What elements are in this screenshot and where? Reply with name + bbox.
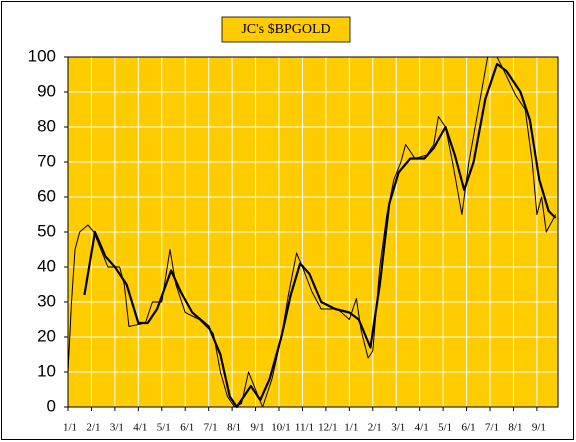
- y-tick-label: 70: [37, 151, 56, 170]
- plot-frame: [67, 56, 559, 408]
- x-tick-label: 2/1: [368, 422, 382, 434]
- y-tick-label: 10: [37, 361, 56, 380]
- y-tick-label: 20: [37, 326, 56, 345]
- plot-area: 0 10 20 30 40 50 60 70 80 90 100 1/1 2/1 3/1 4/1 5/1 6/1…: [28, 46, 559, 434]
- x-tick-label: 11/1: [295, 422, 314, 434]
- y-tick-label: 40: [37, 256, 56, 275]
- x-tick-label: 10/1: [271, 422, 291, 434]
- y-tick-label: 30: [37, 291, 56, 310]
- x-tick-label: 9/1: [251, 422, 265, 434]
- data-line: [83, 62, 557, 409]
- y-tick-label: 90: [37, 81, 56, 100]
- x-tick-label: 3/1: [110, 422, 124, 434]
- chart-title: JC's $BPGOLD: [241, 22, 330, 37]
- data-line: [67, 56, 557, 408]
- x-tick-label: 12/1: [318, 422, 338, 434]
- y-tick-label: 50: [37, 221, 56, 240]
- x-tick-label: 4/1: [415, 422, 429, 434]
- x-tick-label: 1/1: [344, 422, 358, 434]
- y-tick-label: 100: [28, 46, 56, 65]
- x-tick-label: 4/1: [133, 422, 147, 434]
- x-tick-label: 1/1: [63, 422, 77, 434]
- title-box: [221, 16, 351, 43]
- x-tick-label: 7/1: [485, 422, 499, 434]
- x-tick-label: 8/1: [227, 422, 241, 434]
- y-tick-label: 60: [37, 186, 56, 205]
- x-tick-label: 5/1: [438, 422, 452, 434]
- y-tick-label: 0: [47, 396, 56, 415]
- x-tick-label: 6/1: [180, 422, 194, 434]
- x-tick-label: 5/1: [157, 422, 171, 434]
- x-tick-label: 9/1: [532, 422, 546, 434]
- x-tick-label: 7/1: [204, 422, 218, 434]
- x-tick-label: 2/1: [86, 422, 100, 434]
- x-tick-label: 6/1: [462, 422, 476, 434]
- x-tick-label: 8/1: [508, 422, 522, 434]
- y-tick-label: 80: [37, 116, 56, 135]
- x-tick-label: 3/1: [391, 422, 405, 434]
